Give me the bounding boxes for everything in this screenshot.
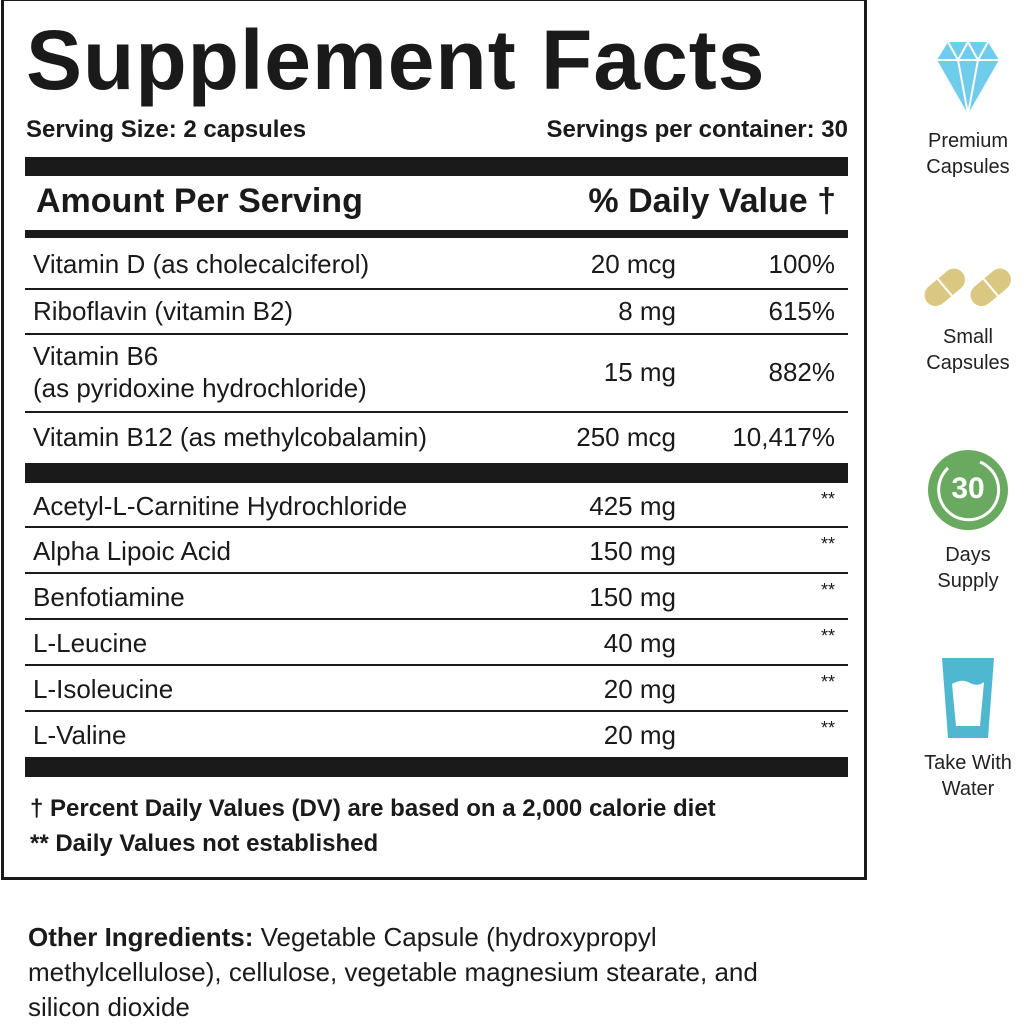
- serving-size: Serving Size: 2 capsules: [26, 116, 307, 143]
- ingredient-dv: **: [820, 672, 835, 692]
- nutrient-row: Vitamin D (as cholecalciferol) 20 mcg 10…: [25, 238, 848, 290]
- ingredient-dv: **: [820, 580, 835, 600]
- nutrient-amount: 8 mg: [618, 296, 676, 326]
- ingredient-name: L-Isoleucine: [33, 674, 174, 704]
- panel-title: Supplement Facts: [26, 13, 766, 107]
- ingredient-row: Alpha Lipoic Acid 150 mg **: [25, 528, 848, 574]
- ingredient-amount: 40 mg: [603, 628, 676, 658]
- header-amount: Amount Per Serving: [36, 182, 363, 220]
- feature-take-with-water: Take With Water: [912, 658, 1024, 808]
- ingredient-row: Benfotiamine 150 mg **: [25, 574, 848, 620]
- feature-small-capsules: Small Capsules: [912, 258, 1024, 388]
- nutrient-name: Riboflavin (vitamin B2): [33, 296, 294, 326]
- nutrient-name-detail: (as pyridoxine hydrochloride): [33, 373, 367, 403]
- footnote-not-established: ** Daily Values not established: [30, 830, 379, 857]
- header-daily-value: % Daily Value †: [588, 182, 836, 220]
- ingredient-amount: 20 mg: [603, 674, 676, 704]
- feature-label: Capsules: [926, 352, 1010, 374]
- ingredient-row: L-Isoleucine 20 mg **: [25, 666, 848, 712]
- ingredient-row: L-Valine 20 mg **: [25, 712, 848, 757]
- ingredient-row: Acetyl-L-Carnitine Hydrochloride 425 mg **: [25, 483, 848, 528]
- diamond-icon: [937, 40, 999, 115]
- nutrient-dv: 100%: [768, 249, 836, 279]
- other-ingredients-label: Other Ingredients:: [28, 922, 254, 952]
- feature-label: Supply: [937, 570, 999, 592]
- other-ingredients-text: Vegetable Capsule (hydroxypropyl methylc…: [28, 922, 758, 1022]
- nutrient-dv: 10,417%: [732, 422, 835, 452]
- feature-label: Days: [945, 544, 991, 566]
- divider-thick: [25, 757, 848, 777]
- ingredient-dv: **: [820, 626, 835, 646]
- ingredient-dv: **: [820, 718, 835, 738]
- nutrient-row: Vitamin B12 (as methylcobalamin) 250 mcg…: [25, 413, 848, 463]
- feature-label: Water: [941, 778, 995, 800]
- ingredient-name: Alpha Lipoic Acid: [33, 536, 232, 566]
- feature-days-supply: 30 Days Supply: [912, 450, 1024, 600]
- nutrient-amount: 250 mcg: [576, 422, 676, 452]
- divider-thick: [25, 463, 848, 483]
- ingredient-name: L-Valine: [33, 720, 127, 750]
- ingredient-amount: 425 mg: [589, 491, 676, 521]
- ingredient-name: Acetyl-L-Carnitine Hydrochloride: [33, 491, 408, 521]
- nutrient-row: Vitamin B6 (as pyridoxine hydrochloride)…: [25, 335, 848, 413]
- nutrient-dv: 615%: [768, 296, 836, 326]
- ingredient-dv: **: [820, 489, 835, 509]
- nutrient-name: Vitamin B6: [33, 341, 159, 371]
- feature-label: Capsules: [926, 156, 1010, 178]
- other-ingredients: Other Ingredients: Vegetable Capsule (hy…: [28, 920, 828, 1025]
- servings-per-container: Servings per container: 30: [546, 116, 848, 143]
- nutrient-name: Vitamin D (as cholecalciferol): [33, 249, 370, 279]
- ingredient-amount: 150 mg: [589, 582, 676, 612]
- feature-premium-capsules: Premium Capsules: [912, 40, 1024, 190]
- feature-label: Small: [942, 326, 993, 348]
- feature-label: Premium: [927, 130, 1008, 152]
- nutrient-name: Vitamin B12 (as methylcobalamin): [33, 422, 428, 452]
- ingredient-row: L-Leucine 40 mg **: [25, 620, 848, 666]
- nutrient-row: Riboflavin (vitamin B2) 8 mg 615%: [25, 290, 848, 335]
- feature-label: Take With: [924, 752, 1012, 774]
- supplement-facts-panel: [1, 0, 867, 880]
- ingredient-dv: **: [820, 534, 835, 554]
- ingredient-amount: 150 mg: [589, 536, 676, 566]
- capsules-icon: [924, 268, 1011, 307]
- nutrient-dv: 882%: [768, 357, 836, 387]
- days-badge: 30: [951, 472, 985, 505]
- divider-medium: [25, 230, 848, 238]
- nutrient-amount: 20 mcg: [590, 249, 676, 279]
- ingredient-amount: 20 mg: [603, 720, 676, 750]
- divider-thick: [25, 157, 848, 176]
- nutrient-amount: 15 mg: [603, 357, 676, 387]
- ingredient-name: L-Leucine: [33, 628, 148, 658]
- ingredient-name: Benfotiamine: [33, 582, 185, 612]
- footnote-dv: † Percent Daily Values (DV) are based on…: [30, 795, 716, 822]
- calendar-30-icon: 30: [928, 450, 1008, 530]
- water-glass-icon: [942, 658, 994, 738]
